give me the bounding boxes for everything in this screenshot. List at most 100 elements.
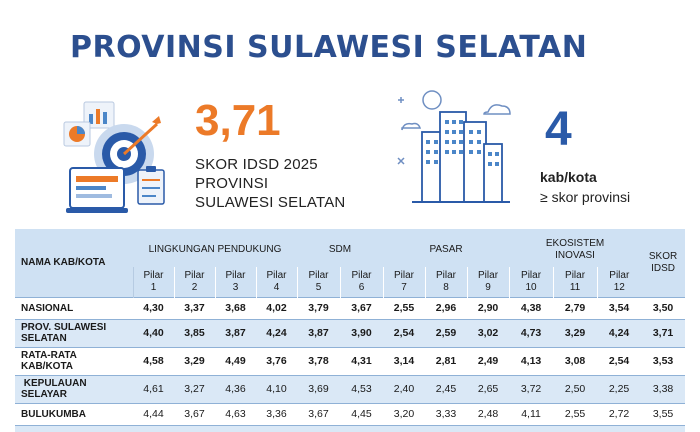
pilar-word: Pilar	[225, 269, 246, 281]
pilar-10-value: 4,38	[509, 296, 554, 319]
skor-idsd-value: 3,38	[641, 374, 686, 403]
pilar-1-value: 4,40	[133, 318, 174, 347]
table-row: KEPULAUAN SELAYAR 4,61 3,27 4,36 4,10 3,69 4,53…	[15, 374, 686, 403]
row-name-line1: PROV. SULAWESI	[21, 322, 107, 333]
pilar-number: 2	[191, 281, 198, 293]
pilar-number: 1	[150, 281, 157, 293]
skor-idsd-value: 3,53	[641, 346, 686, 375]
pilar-6-value: 3,67	[340, 296, 384, 319]
row-name-line1: BULUKUMBA	[21, 408, 86, 420]
pilar-word: Pilar	[478, 269, 499, 281]
pilar-11-value: 2,79	[553, 296, 598, 319]
pilar-6-value: 4,53	[340, 374, 384, 403]
pilar-6-value: 4,45	[340, 402, 384, 425]
row-name-cell: BANTAENG	[15, 424, 133, 432]
pilar-10-value: 3,72	[509, 374, 554, 403]
row-name-line2: KAB/KOTA	[21, 361, 74, 372]
pilar-10-value: 4,73	[509, 318, 554, 347]
pilar-word: Pilar	[394, 269, 415, 281]
pilar-2-value: 3,67	[174, 402, 215, 425]
pilar-12-value: 2,54	[597, 346, 642, 375]
pilar-5-value: 3,67	[297, 402, 340, 425]
pilar-word: Pilar	[143, 269, 164, 281]
column-header-pilar-5: Pilar 5	[296, 267, 340, 297]
pilar-4-value: 4,02	[256, 296, 297, 319]
column-header-pilar-2: Pilar 2	[173, 267, 215, 297]
pilar-10-value: 4,13	[509, 346, 554, 375]
pilar-word: Pilar	[565, 269, 586, 281]
pilar-8-value: 2,59	[425, 318, 468, 347]
group-header-ekosistem-line2: INOVASI	[555, 250, 595, 261]
pilar-7-value: 3,20	[383, 402, 426, 425]
pilar-11-value: 2,42	[553, 424, 598, 432]
kabkota-count-label: kab/kota	[540, 169, 597, 185]
pilar-12-value: 2,72	[597, 402, 642, 425]
pilar-word: Pilar	[436, 269, 457, 281]
pilar-1-value: 4,50	[133, 424, 174, 432]
pilar-3-value: 3,68	[215, 296, 256, 319]
column-header-pilar-9: Pilar 9	[466, 267, 510, 297]
table-row: BULUKUMBA 4,44 3,67 4,63 3,36 3,67 4,45 3,20 3,3…	[15, 402, 686, 425]
pilar-word: Pilar	[609, 269, 630, 281]
skor-idsd-value: 3,71	[641, 318, 686, 347]
row-name-cell: BULUKUMBA	[15, 402, 133, 425]
pilar-8-value: 2,96	[425, 296, 468, 319]
pilar-1-value: 4,61	[133, 374, 174, 403]
pilar-number: 11	[569, 281, 581, 293]
column-header-pilar-7: Pilar 7	[382, 267, 426, 297]
pilar-5-value: 3,86	[297, 424, 340, 432]
pilar-6-value: 4,31	[340, 346, 384, 375]
pilar-9-value: 2,78	[467, 424, 510, 432]
pilar-12-value: 2,43	[597, 424, 642, 432]
pilar-12-value: 2,25	[597, 374, 642, 403]
score-desc-line3: SULAWESI SELATAN	[195, 194, 346, 211]
pilar-word: Pilar	[184, 269, 205, 281]
pilar-5-value: 3,79	[297, 296, 340, 319]
pilar-9-value: 3,02	[467, 318, 510, 347]
pilar-2-value: 3,29	[174, 346, 215, 375]
table-row: PROV. SULAWESI SELATAN 4,40 3,85 3,87 4,24 3,8…	[15, 318, 686, 347]
pilar-3-value: 4,71	[215, 424, 256, 432]
pilar-number: 7	[401, 281, 407, 293]
score-desc-line2: PROVINSI	[195, 175, 269, 192]
pilar-4-value: 3,76	[256, 346, 297, 375]
row-name-line1: KEPULAUAN	[21, 378, 87, 389]
table-row: BANTAENG4,503,564,713,363,864,323,022,65…	[15, 424, 686, 432]
row-name-cell: PROV. SULAWESI SELATAN	[15, 318, 133, 347]
pilar-5-value: 3,69	[297, 374, 340, 403]
group-header-ekosistem-line1: EKOSISTEM	[545, 238, 605, 249]
pilar-7-value: 3,02	[383, 424, 426, 432]
table-body: NASIONAL 4,30 3,37 3,68 4,02 3,79 3,67 2,55 2,96…	[15, 296, 686, 432]
pilar-word: Pilar	[521, 269, 542, 281]
pilar-number: 3	[232, 281, 239, 293]
skor-header-line2: IDSD	[651, 262, 675, 274]
pilar-3-value: 4,49	[215, 346, 256, 375]
row-name-line2: SELATAN	[21, 333, 67, 344]
column-header-pilar-10: Pilar 10	[508, 267, 554, 297]
skor-idsd-value: 3,47	[641, 424, 686, 432]
table-header-row-pilar: Pilar 1 Pilar 2 Pilar 3 Pilar 4 Pilar 5 Pilar 6 Pila…	[15, 267, 685, 297]
pilar-1-value: 4,44	[133, 402, 174, 425]
skor-header-line1: SKOR	[648, 250, 678, 262]
pilar-7-value: 2,40	[383, 374, 426, 403]
pilar-3-value: 3,87	[215, 318, 256, 347]
pilar-number: 12	[613, 281, 625, 293]
pilar-9-value: 2,90	[467, 296, 510, 319]
group-header-sdm: SDM	[297, 229, 384, 267]
kabkota-count-value: 4	[545, 103, 572, 156]
score-desc-line1: SKOR IDSD 2025	[195, 156, 318, 173]
pilar-number: 9	[485, 281, 491, 293]
pilar-12-value: 3,54	[597, 296, 642, 319]
province-score-description: SKOR IDSD 2025 PROVINSI SULAWESI SELATAN	[195, 155, 345, 212]
column-header-skor-idsd: SKOR IDSD	[641, 229, 686, 297]
row-name-line2: SELAYAR	[21, 389, 67, 400]
pilar-9-value: 2,49	[467, 346, 510, 375]
pilar-number: 10	[525, 281, 537, 293]
pilar-3-value: 4,63	[215, 402, 256, 425]
group-header-lingkungan: LINGKUNGAN PENDUKUNG	[133, 229, 297, 267]
pilar-12-value: 4,24	[597, 318, 642, 347]
pilar-11-value: 3,08	[553, 346, 598, 375]
table-row: NASIONAL 4,30 3,37 3,68 4,02 3,79 3,67 2,55 2,96…	[15, 296, 686, 319]
pilar-number: 8	[443, 281, 449, 293]
pilar-1-value: 4,58	[133, 346, 174, 375]
